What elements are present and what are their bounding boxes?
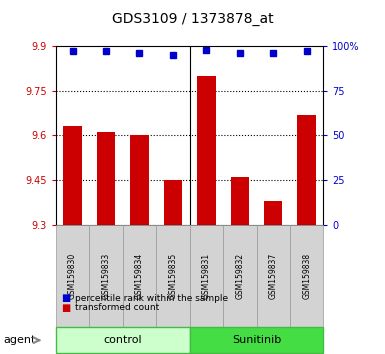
Bar xyxy=(231,177,249,225)
Text: agent: agent xyxy=(4,335,36,345)
Text: transformed count: transformed count xyxy=(75,303,159,313)
Text: GSM159832: GSM159832 xyxy=(235,253,244,299)
Text: control: control xyxy=(104,335,142,345)
Bar xyxy=(164,180,182,225)
Bar xyxy=(197,76,216,225)
Text: GSM159830: GSM159830 xyxy=(68,253,77,299)
Bar xyxy=(130,136,149,225)
Text: GDS3109 / 1373878_at: GDS3109 / 1373878_at xyxy=(112,12,273,27)
Text: GSM159833: GSM159833 xyxy=(102,253,110,299)
Text: GSM159835: GSM159835 xyxy=(168,253,177,299)
Bar xyxy=(298,115,316,225)
Bar xyxy=(264,201,283,225)
Bar xyxy=(97,132,115,225)
Bar xyxy=(64,126,82,225)
Text: ■: ■ xyxy=(62,303,71,313)
Text: percentile rank within the sample: percentile rank within the sample xyxy=(75,293,228,303)
Text: Sunitinib: Sunitinib xyxy=(232,335,281,345)
Text: GSM159838: GSM159838 xyxy=(302,253,311,299)
Text: GSM159831: GSM159831 xyxy=(202,253,211,299)
Text: GSM159834: GSM159834 xyxy=(135,253,144,299)
Text: ■: ■ xyxy=(62,293,71,303)
Text: GSM159837: GSM159837 xyxy=(269,253,278,299)
